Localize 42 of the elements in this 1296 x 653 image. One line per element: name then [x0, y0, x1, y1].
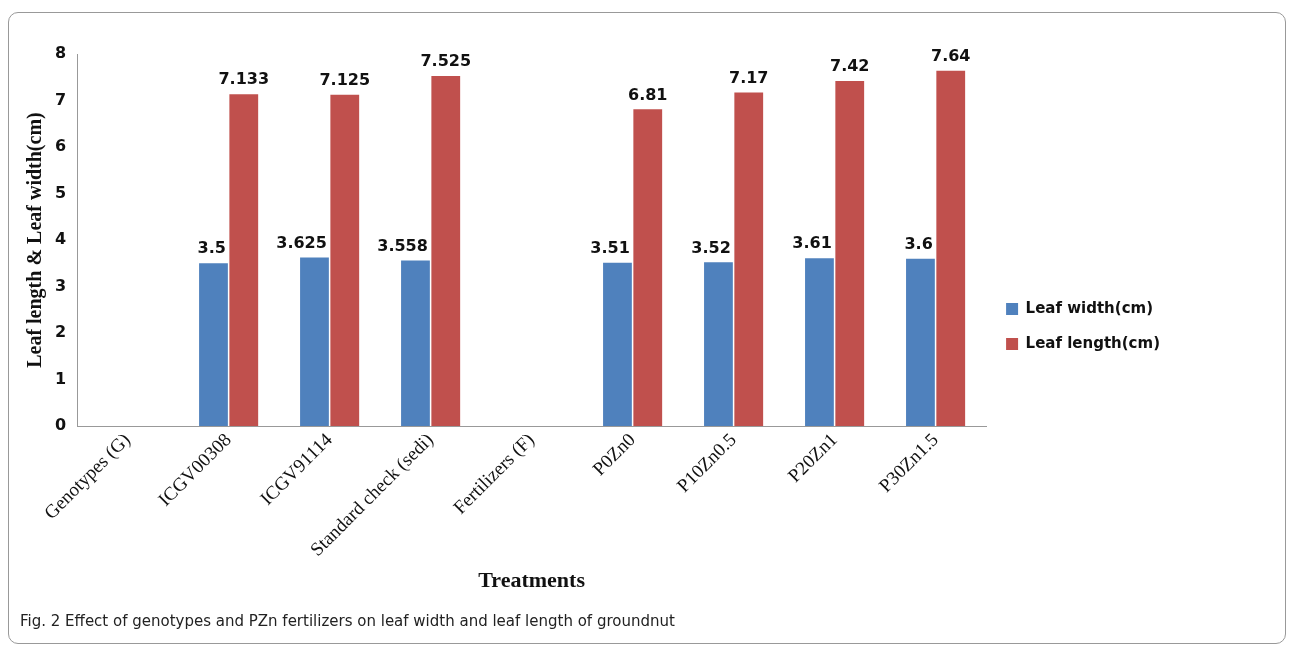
bar: [633, 109, 663, 427]
data-label: 3.558: [377, 235, 428, 255]
y-tick-label: 1: [54, 368, 67, 388]
bar: [330, 94, 360, 427]
data-label: 3.5: [197, 238, 226, 258]
y-tick-label: 6: [54, 136, 67, 156]
data-label: 7.64: [931, 45, 971, 65]
bar: [805, 258, 834, 427]
bar: [603, 262, 632, 427]
data-label: 3.51: [590, 237, 630, 257]
y-tick-label: 3: [54, 275, 67, 295]
data-label: 7.17: [729, 67, 769, 87]
caption: Fig. 2 Effect of genotypes and PZn fertilizers on leaf width and leaf length of groundnut: [20, 612, 675, 630]
bar: [704, 262, 733, 427]
bar: [229, 94, 259, 427]
bar: [906, 258, 935, 427]
y-tick-label: 4: [54, 229, 67, 249]
data-label: 7.525: [420, 51, 472, 71]
data-label: 7.133: [218, 69, 270, 89]
data-label: 6.81: [628, 84, 668, 104]
y-tick-label: 7: [54, 89, 67, 109]
bar: [936, 70, 966, 427]
bar: [199, 263, 228, 427]
x-axis-title: Treatments: [478, 567, 586, 593]
legend-label: Leaf length(cm): [1025, 333, 1161, 352]
data-label: 3.625: [276, 232, 327, 252]
y-tick-label: 0: [54, 415, 67, 435]
y-tick-label: 2: [54, 322, 67, 342]
data-label: 3.61: [792, 233, 832, 253]
bar: [401, 260, 430, 427]
data-label: 3.52: [691, 237, 731, 257]
data-label: 7.42: [830, 56, 870, 76]
bar: [734, 92, 764, 427]
legend-label: Leaf width(cm): [1025, 298, 1154, 317]
data-label: 7.125: [319, 69, 371, 89]
y-axis-title: Leaf length & Leaf width(cm): [23, 112, 47, 368]
bar: [300, 257, 329, 427]
y-tick-label: 8: [54, 43, 67, 63]
bar: [835, 80, 865, 427]
bar: [431, 76, 461, 427]
data-label: 3.6: [904, 233, 933, 253]
y-tick-label: 5: [54, 182, 67, 202]
